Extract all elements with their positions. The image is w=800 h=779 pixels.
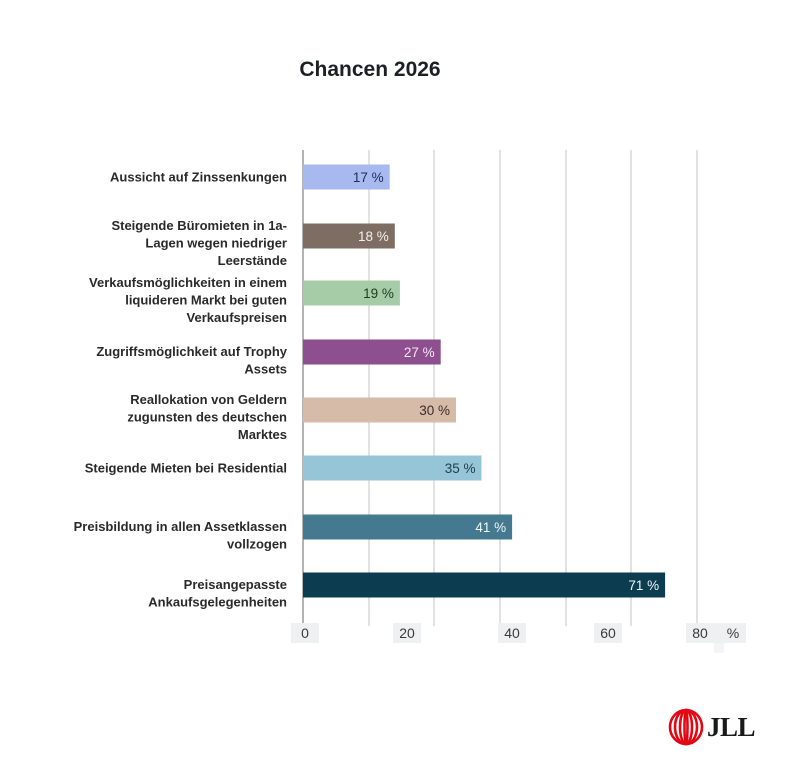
category-label: Verkaufsmöglichkeiten in einem liquideren…: [89, 275, 287, 325]
category-label: Steigende Büromieten in 1a-Lagen wegen n…: [111, 218, 287, 268]
bars: 17 % 18 % 19 % 27 % 30 % 35 % 41 % 71 %: [303, 164, 666, 598]
unit-label-bg: [714, 643, 724, 653]
bar: [303, 280, 400, 306]
x-tick-label: 60: [600, 625, 616, 641]
x-tick-label: 40: [504, 625, 520, 641]
bar-value-label: 19 %: [363, 286, 394, 301]
bar-value-label: 35 %: [445, 461, 476, 476]
tick-label-bg: [393, 623, 421, 643]
tick-label-bg: [291, 623, 319, 643]
bar: [303, 397, 456, 423]
bar: [303, 455, 482, 481]
x-axis-unit-label: %: [727, 625, 739, 641]
category-label: Steigende Mieten bei Residential: [85, 461, 287, 476]
jll-logo-text: JLL: [707, 711, 756, 742]
bar: [303, 339, 441, 365]
bar: [303, 223, 395, 249]
bar-value-label: 17 %: [353, 170, 384, 185]
gridlines: [302, 150, 698, 626]
chart-title-text: Chancen 2026: [299, 58, 441, 81]
bar-value-label: 27 %: [404, 345, 435, 360]
category-labels: Aussicht auf Zinssenkungen Steigende Büro…: [74, 170, 288, 610]
category-label: Preisbildung in allen Assetklassen vollzo…: [74, 519, 287, 552]
x-axis-ticks: 0 20 40 60 80%: [291, 623, 746, 653]
x-tick-label: 0: [301, 625, 309, 641]
bar-value-label: 18 %: [358, 229, 389, 244]
bar: [303, 514, 513, 540]
bar: [303, 164, 390, 190]
category-label: Reallokation von Geldern zugunsten des de…: [127, 392, 287, 442]
bar: [303, 572, 666, 598]
unit-label-bg: [714, 623, 746, 643]
category-label: Preisangepasste Ankaufsgelegenheiten: [148, 577, 287, 610]
bar-value-label: 41 %: [475, 520, 506, 535]
bar-value-label: 71 %: [628, 578, 659, 593]
category-label: Zugriffsmöglichkeit auf Trophy Assets: [96, 344, 287, 377]
category-label: Aussicht auf Zinssenkungen: [110, 170, 287, 185]
tick-label-bg: [594, 623, 622, 643]
bar-value-label: 30 %: [419, 403, 450, 418]
jll-ellipse-logo-icon: [668, 708, 704, 746]
x-tick-label: 20: [399, 625, 415, 641]
x-tick-label: 80: [692, 625, 708, 641]
tick-label-bg: [686, 623, 714, 643]
jll-logo: JLL: [668, 708, 756, 746]
chart-title: Chancen 2026: [0, 58, 800, 82]
tick-label-bg: [498, 623, 526, 643]
